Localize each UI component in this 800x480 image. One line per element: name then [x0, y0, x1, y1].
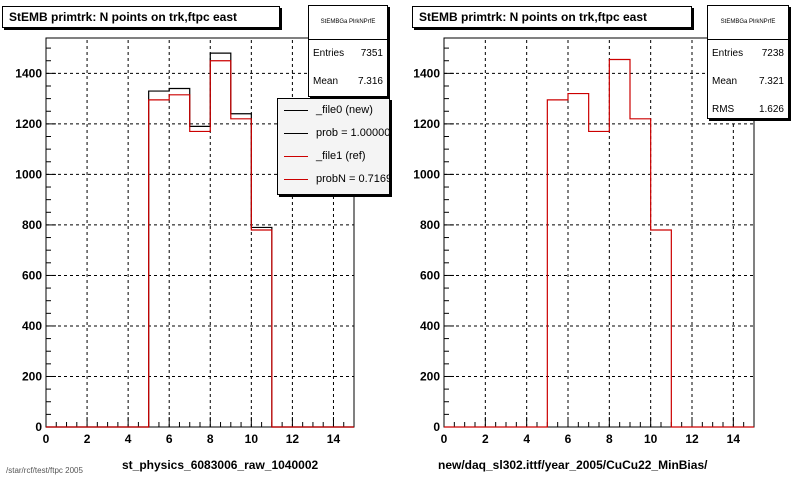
- right-x-axis-label: new/daq_sl302.ittf/year_2005/CuCu22_MinB…: [438, 458, 708, 472]
- left-stats-entries-row: Entries 7351: [309, 40, 387, 68]
- legend-text-file0: _file0 (new): [316, 104, 373, 116]
- legend-text-prob: prob = 1.000000: [316, 127, 390, 139]
- right-y-tick-label-6: 1200: [413, 117, 440, 131]
- left-legend: _file0 (new) prob = 1.000000 _file1 (ref…: [277, 98, 390, 195]
- legend-entry-file1: _file1 (ref): [278, 145, 389, 168]
- right-x-tick-label-4: 8: [606, 432, 613, 446]
- left-stats-box: StEMBGa PlrkNPrfE Entries 7351 Mean 7.31…: [308, 5, 388, 97]
- left-stats-name: StEMBGa PlrkNPrfE: [309, 6, 387, 40]
- right-histogram-plot: 0 2 4 6 8 10 12 14 0 200 400 600 800 1000 1200 1400: [413, 37, 755, 446]
- left-x-tick-label-7: 14: [327, 432, 341, 446]
- right-y-tick-label-5: 1000: [413, 167, 440, 181]
- right-x-tick-label-5: 10: [644, 432, 658, 446]
- left-stats-entries-label: Entries: [313, 48, 345, 59]
- right-histogram-pad: 0 2 4 6 8 10 12 14 0 200 400 600 800 1000 1200 1400 StE…: [400, 0, 800, 480]
- right-y-tick-label-0: 0: [433, 420, 440, 434]
- footer-text: /star/rcf/test/ftpc 2005: [6, 466, 83, 475]
- left-histogram-pad: 0 2 4 6 8 10 12 14 0 200 400 600 800 1000 1200 1400 StE…: [2, 5, 390, 472]
- left-chart-title: StEMB primtrk: N points on trk,ftpc east: [2, 6, 280, 28]
- right-x-tick-label-0: 0: [441, 432, 448, 446]
- right-stats-entries-row: Entries 7238: [708, 40, 788, 68]
- left-series-1-histogram-line: [46, 60, 354, 428]
- right-x-tick-label-2: 4: [523, 432, 530, 446]
- left-stats-mean-value: 7.316: [357, 76, 383, 87]
- right-y-tick-label-4: 800: [420, 218, 440, 232]
- right-stats-entries-label: Entries: [712, 48, 744, 59]
- left-y-tick-label-6: 1200: [15, 117, 42, 131]
- left-stats-entries-value: 7351: [360, 48, 383, 59]
- right-x-tick-label-3: 6: [565, 432, 572, 446]
- left-x-tick-label-3: 6: [166, 432, 173, 446]
- right-stats-mean-row: Mean 7.321: [708, 68, 788, 96]
- left-y-tick-label-5: 1000: [15, 167, 42, 181]
- left-y-tick-label-4: 800: [22, 218, 42, 232]
- left-stats-mean-label: Mean: [313, 76, 339, 87]
- right-y-tick-label-2: 400: [420, 319, 440, 333]
- legend-entry-file0: _file0 (new): [278, 99, 389, 122]
- legend-line-file1: [284, 156, 308, 157]
- right-y-tick-label-7: 1400: [413, 66, 440, 80]
- right-x-tick-label-1: 2: [482, 432, 489, 446]
- right-stats-entries-value: 7238: [761, 48, 784, 59]
- right-stats-mean-value: 7.321: [758, 76, 784, 87]
- right-stats-mean-label: Mean: [712, 76, 738, 87]
- legend-text-probn: probN = 0.716911: [316, 173, 389, 185]
- left-stats-mean-row: Mean 7.316: [309, 68, 387, 96]
- left-x-tick-label-1: 2: [84, 432, 91, 446]
- right-x-tick-label-7: 14: [727, 432, 741, 446]
- right-chart-title: StEMB primtrk: N points on trk,ftpc east: [412, 6, 692, 28]
- left-y-tick-label-3: 600: [22, 268, 42, 282]
- right-stats-rms-row: RMS 1.626: [708, 96, 788, 124]
- right-stats-rms-label: RMS: [712, 104, 735, 115]
- legend-line-file0: [284, 110, 308, 111]
- right-stats-box: StEMBGa PlrkNPrfE Entries 7238 Mean 7.32…: [707, 5, 789, 119]
- legend-text-file1: _file1 (ref): [316, 150, 366, 162]
- left-x-tick-label-2: 4: [125, 432, 132, 446]
- right-x-tick-label-6: 12: [685, 432, 699, 446]
- left-x-tick-label-5: 10: [245, 432, 259, 446]
- legend-line-probn: [284, 179, 308, 180]
- left-y-tick-label-2: 400: [22, 319, 42, 333]
- right-y-tick-label-1: 200: [420, 369, 440, 383]
- left-x-tick-label-0: 0: [43, 432, 50, 446]
- right-stats-name: StEMBGa PlrkNPrfE: [708, 6, 788, 40]
- legend-entry-probn: probN = 0.716911: [278, 168, 389, 191]
- legend-line-prob: [284, 133, 308, 134]
- right-series-0-histogram-line: [444, 58, 754, 428]
- left-x-tick-label-4: 8: [207, 432, 214, 446]
- left-y-tick-label-7: 1400: [15, 66, 42, 80]
- left-x-tick-label-6: 12: [286, 432, 300, 446]
- left-x-axis-label: st_physics_6083006_raw_1040002: [122, 458, 319, 472]
- right-y-tick-label-3: 600: [420, 268, 440, 282]
- left-y-tick-label-0: 0: [35, 420, 42, 434]
- legend-entry-prob: prob = 1.000000: [278, 122, 389, 145]
- left-y-tick-label-1: 200: [22, 369, 42, 383]
- right-stats-rms-value: 1.626: [758, 104, 784, 115]
